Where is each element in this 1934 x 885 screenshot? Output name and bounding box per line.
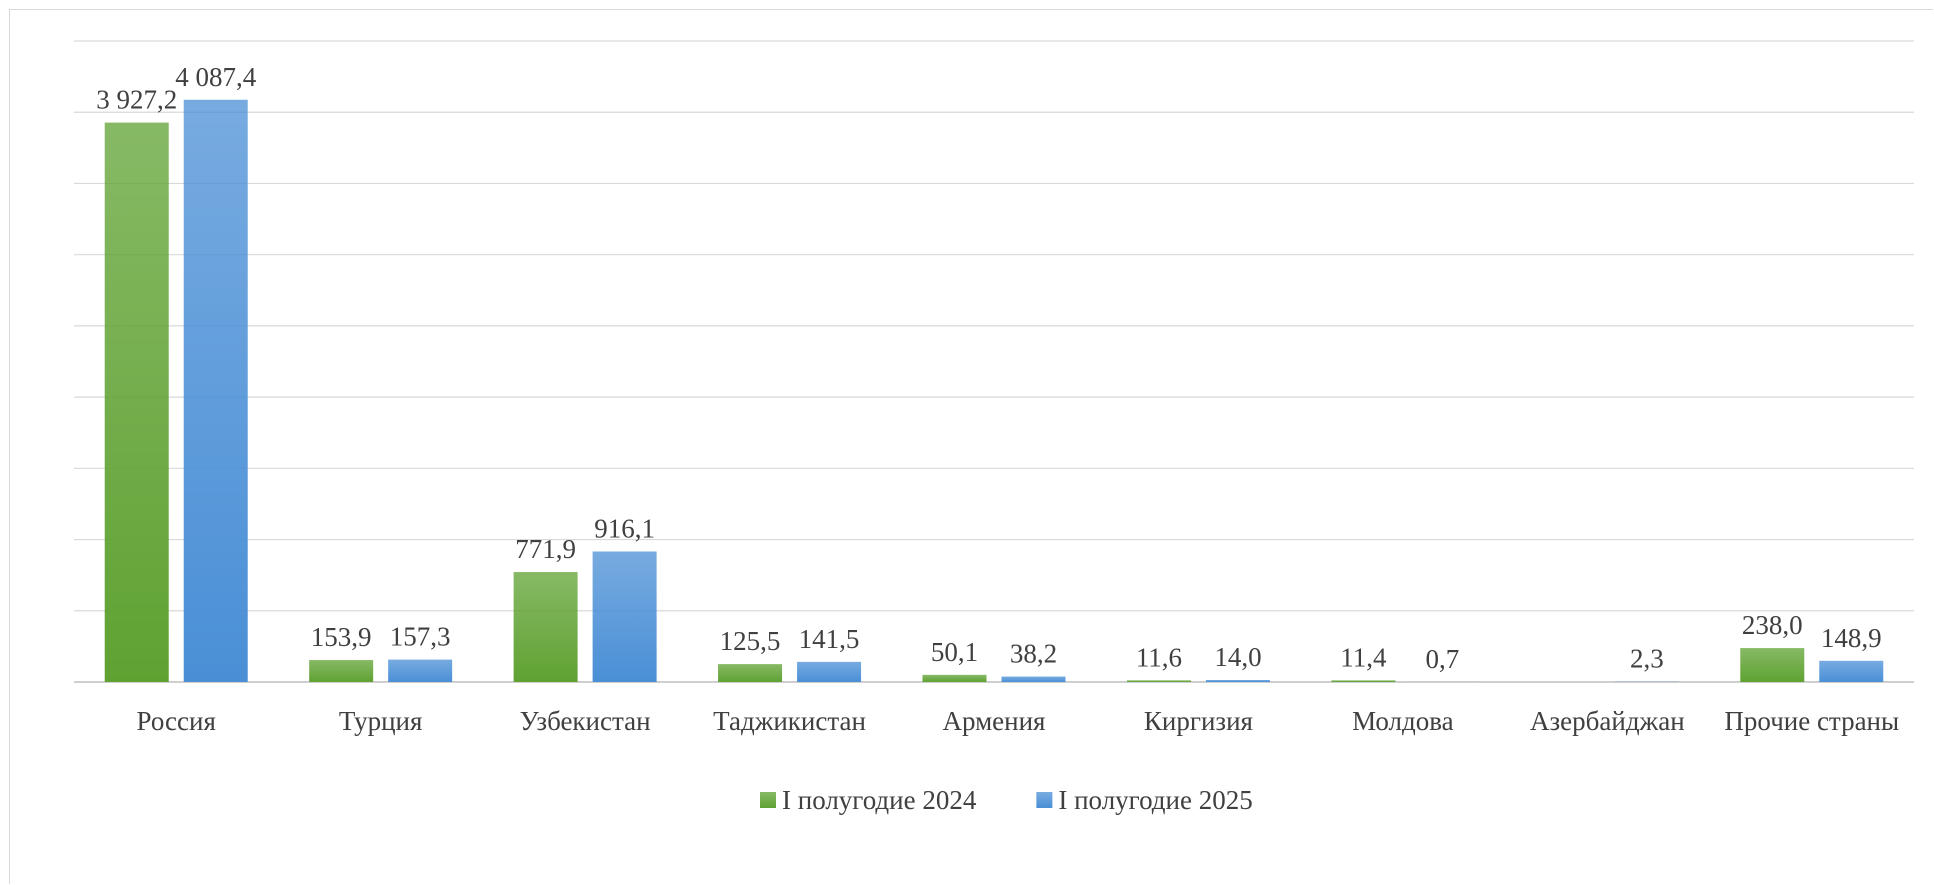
bar [183,99,248,682]
bar [1205,680,1270,682]
bar [1001,676,1066,682]
data-label: 4 087,4 [175,62,257,92]
x-tick-label: Таджикистан [713,706,866,736]
data-label: 11,6 [1136,642,1182,672]
data-label: 0,7 [1426,644,1460,674]
data-label: 238,0 [1742,610,1803,640]
legend-swatch [760,792,776,808]
x-tick-label: Азербайджан [1530,706,1685,736]
x-tick-label: Прочие страны [1724,706,1900,736]
x-tick-label: Узбекистан [519,706,651,736]
data-label: 153,9 [311,622,372,652]
bar [309,660,374,682]
data-label: 141,5 [799,624,860,654]
x-tick-label: Турция [338,706,423,736]
bar [592,551,657,682]
bar [104,122,169,683]
bar [1740,648,1805,682]
legend-swatch [1036,792,1053,808]
data-label: 157,3 [390,622,451,652]
data-label: 3 927,2 [96,85,177,115]
data-label: 38,2 [1010,639,1057,669]
x-tick-label: Россия [136,706,216,736]
bar [1819,660,1884,682]
data-label: 11,4 [1340,642,1387,672]
bar [513,572,578,682]
chart-frame [9,9,1933,884]
x-tick-label: Армения [942,706,1046,736]
x-tick-label: Киргизия [1143,706,1253,736]
bar [1331,680,1396,682]
legend-label: I полугодие 2025 [1058,785,1252,815]
data-label: 50,1 [931,637,978,667]
data-label: 148,9 [1821,623,1882,653]
data-label: 2,3 [1630,644,1664,674]
data-label: 14,0 [1214,642,1261,672]
bar [922,674,987,682]
legend-label: I полугодие 2024 [782,785,977,815]
bar [1126,680,1191,682]
data-label: 125,5 [720,626,781,656]
data-label: 771,9 [515,534,576,564]
bar [797,661,862,682]
bar [718,664,783,682]
x-tick-label: Молдова [1352,706,1454,736]
data-label: 916,1 [594,514,655,544]
bar [388,659,453,682]
